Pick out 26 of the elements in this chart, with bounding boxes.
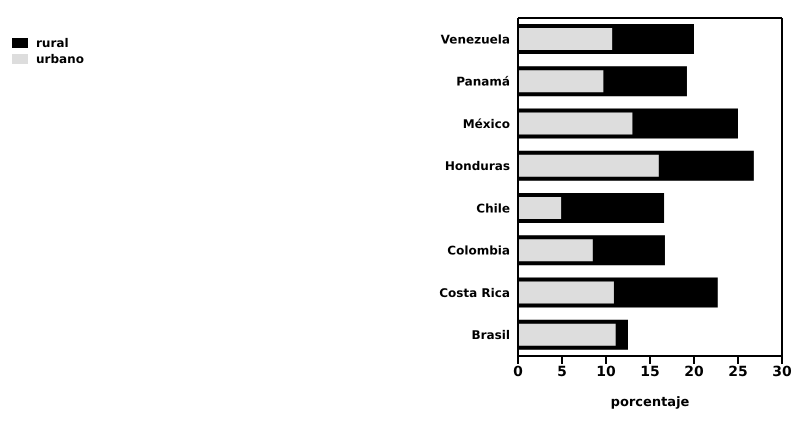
x-tick-label: 0 [513,364,524,380]
y-tick-label: Brasil [471,328,510,342]
bar [518,28,612,50]
x-tick-label: 5 [557,364,567,380]
x-tick-label: 15 [640,364,660,380]
x-tick-label: 25 [728,364,748,380]
y-tick-label: Chile [476,201,510,216]
y-tick-label: Venezuela [440,32,510,46]
y-tick-label: Colombia [447,244,510,258]
bar [518,197,562,219]
bar [518,324,616,346]
legend-label: urbano [36,52,84,66]
bar [518,154,659,177]
legend-label: rural [36,36,69,50]
x-tick-label: 20 [684,364,704,380]
y-tick-label: México [462,116,510,131]
bar [518,112,632,134]
bar [518,239,593,262]
y-tick-label: Honduras [444,159,510,174]
bar [518,282,614,304]
y-tick-label: Costa Rica [439,286,510,300]
bar [518,70,604,92]
x-tick-label: 30 [772,364,792,380]
y-tick-label: Panamá [456,74,510,89]
x-axis-title: porcentaje [610,395,690,410]
x-tick-label: 10 [596,364,616,380]
